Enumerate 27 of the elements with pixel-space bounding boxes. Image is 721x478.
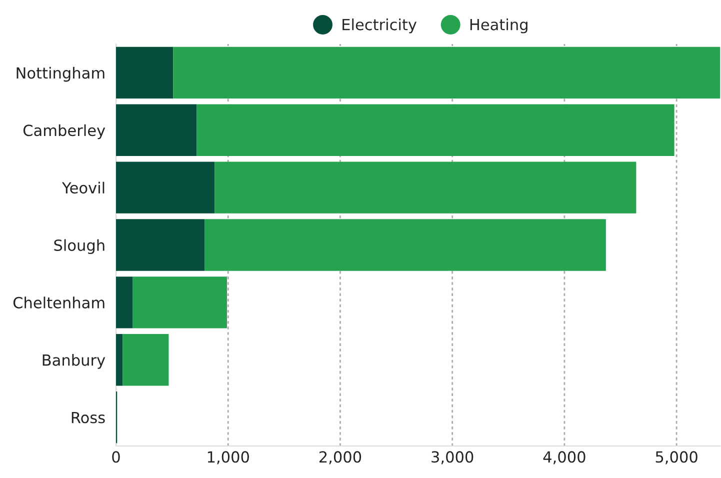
y-tick-label: Yeovil (62, 182, 104, 194)
bar (204, 219, 606, 271)
bar (116, 276, 133, 328)
bar (116, 46, 174, 99)
bar (122, 334, 169, 386)
bar (132, 276, 227, 328)
x-tick-label: 3,000 (432, 451, 474, 464)
bar (116, 334, 123, 386)
bar (116, 104, 197, 156)
bar (214, 162, 636, 214)
y-tick-label: Camberley (23, 124, 106, 140)
x-tick-label: 4,000 (543, 451, 586, 464)
y-tick-label: Slough (54, 239, 104, 254)
y-tick-label: Banbury (42, 354, 106, 369)
legend-label: Heating (470, 18, 528, 34)
x-tick-label: 1,000 (208, 451, 249, 464)
legend-label: Electricity (342, 18, 417, 34)
x-tick-label: 0 (112, 451, 120, 463)
bar (196, 104, 674, 156)
y-tick-label: Nottingham (16, 66, 104, 82)
y-tick-label: Ross (72, 412, 105, 424)
bar (173, 46, 720, 99)
bar (116, 162, 215, 214)
x-tick-label: 2,000 (319, 451, 362, 464)
bar (116, 219, 205, 271)
y-tick-label: Cheltenham (13, 296, 104, 308)
x-tick-label: 5,000 (656, 451, 698, 464)
